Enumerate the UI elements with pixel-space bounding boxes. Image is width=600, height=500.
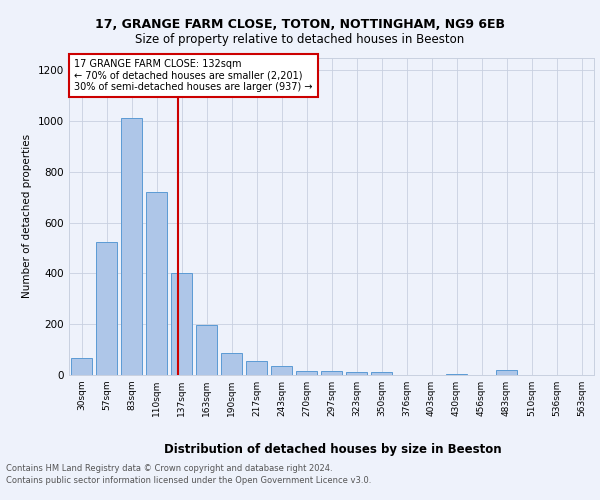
Bar	[121, 118, 142, 375]
Bar	[446, 374, 467, 375]
Y-axis label: Number of detached properties: Number of detached properties	[22, 134, 32, 298]
Bar	[171, 274, 192, 375]
Text: Contains public sector information licensed under the Open Government Licence v3: Contains public sector information licen…	[6, 476, 371, 485]
Bar	[71, 358, 92, 375]
Text: 17, GRANGE FARM CLOSE, TOTON, NOTTINGHAM, NG9 6EB: 17, GRANGE FARM CLOSE, TOTON, NOTTINGHAM…	[95, 18, 505, 30]
Bar	[321, 371, 342, 375]
Bar	[146, 192, 167, 375]
Bar	[346, 372, 367, 375]
Bar	[271, 366, 292, 375]
Bar	[196, 326, 217, 375]
Text: Distribution of detached houses by size in Beeston: Distribution of detached houses by size …	[164, 442, 502, 456]
Text: 17 GRANGE FARM CLOSE: 132sqm
← 70% of detached houses are smaller (2,201)
30% of: 17 GRANGE FARM CLOSE: 132sqm ← 70% of de…	[74, 59, 313, 92]
Text: Size of property relative to detached houses in Beeston: Size of property relative to detached ho…	[136, 34, 464, 46]
Bar	[221, 354, 242, 375]
Bar	[96, 242, 117, 375]
Bar	[371, 372, 392, 375]
Text: Contains HM Land Registry data © Crown copyright and database right 2024.: Contains HM Land Registry data © Crown c…	[6, 464, 332, 473]
Bar	[296, 371, 317, 375]
Bar	[246, 361, 267, 375]
Bar	[496, 370, 517, 375]
